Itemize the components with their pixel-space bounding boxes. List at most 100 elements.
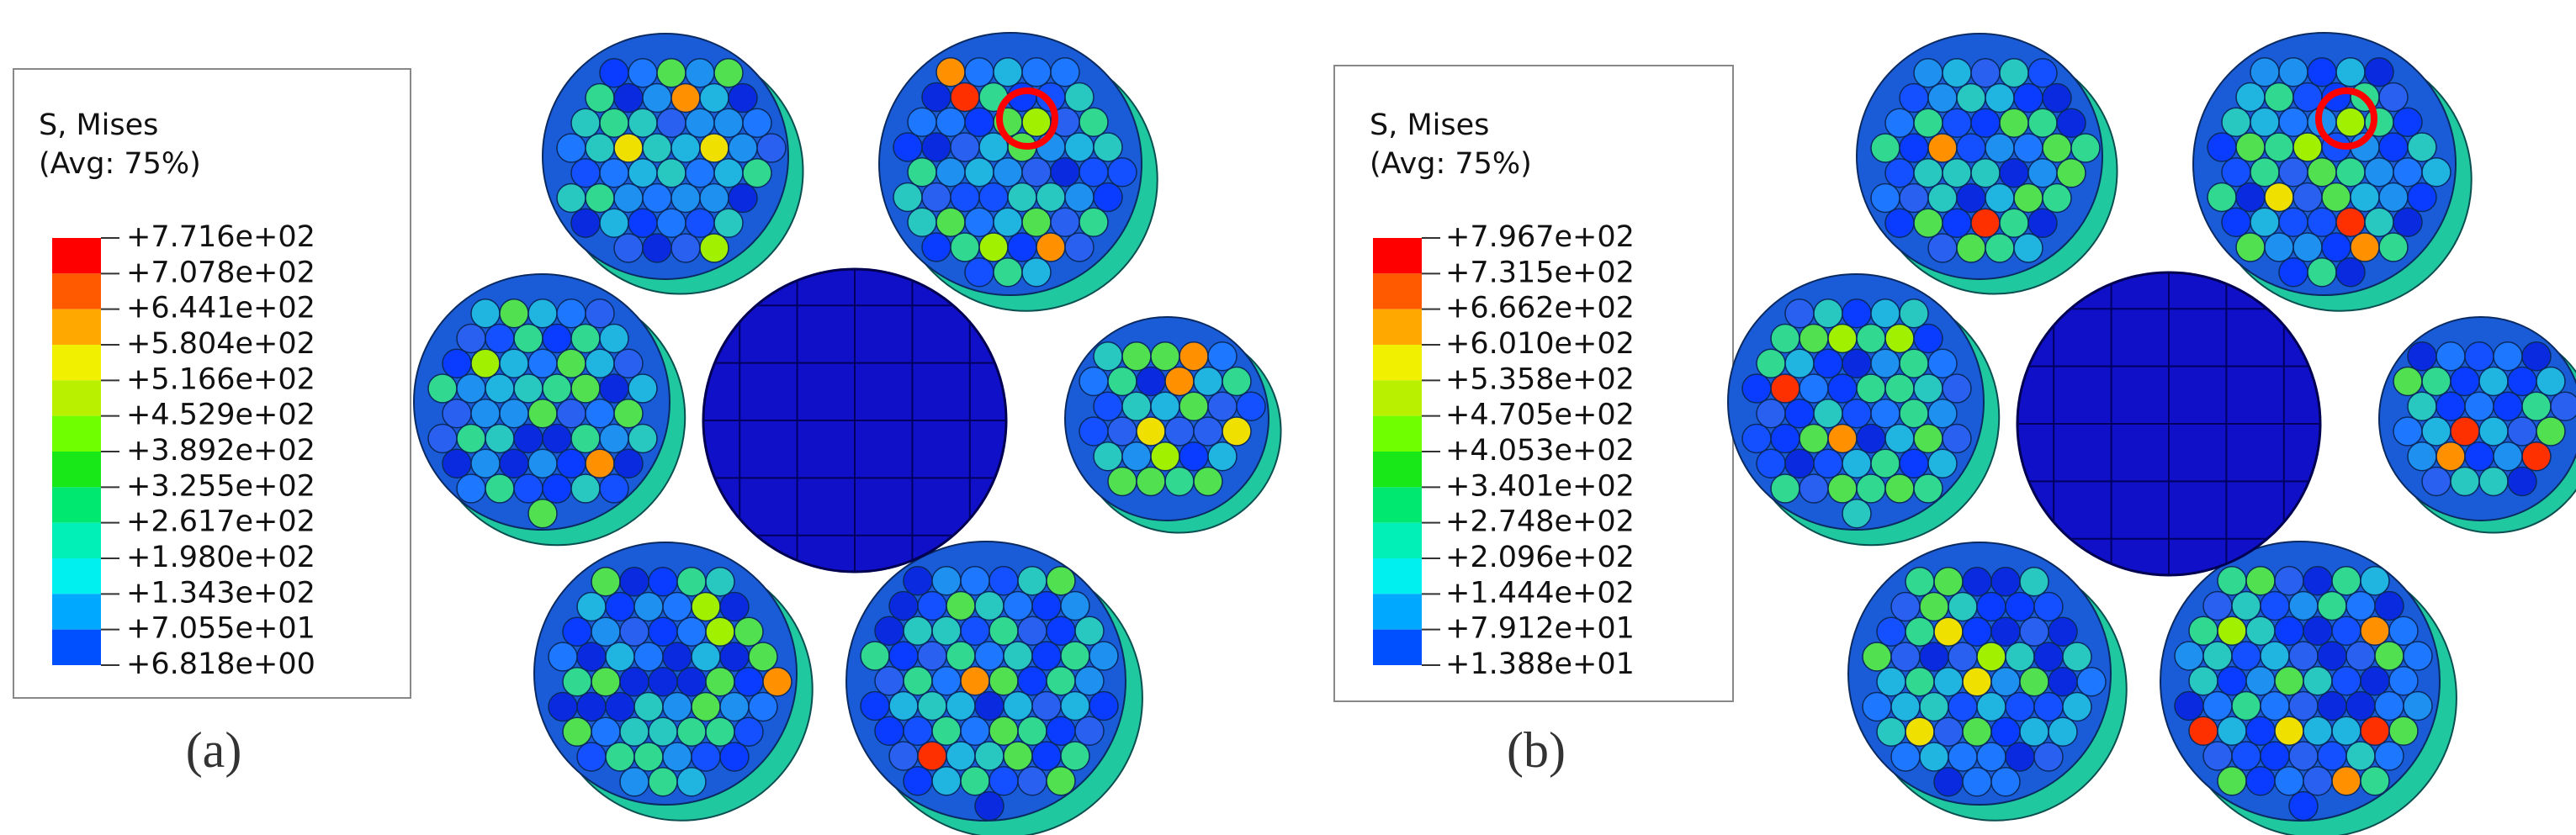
wire xyxy=(2335,57,2366,87)
wire xyxy=(2288,790,2319,822)
wire xyxy=(2364,57,2394,87)
wire xyxy=(1007,182,1037,213)
wire xyxy=(2027,58,2058,88)
wire xyxy=(1870,133,1900,163)
wire xyxy=(591,716,621,747)
wire xyxy=(1913,108,1943,138)
wire xyxy=(2407,441,2437,472)
wire xyxy=(2378,232,2409,262)
wire xyxy=(1927,133,1958,163)
wire xyxy=(1942,373,1972,404)
wire xyxy=(442,399,472,429)
wire xyxy=(1046,566,1076,596)
wire xyxy=(470,299,501,329)
wire xyxy=(2048,667,2078,697)
wire xyxy=(2260,741,2290,771)
wire xyxy=(1919,691,1949,722)
wire xyxy=(762,667,792,697)
wire xyxy=(685,158,715,188)
wire xyxy=(656,108,686,138)
wire xyxy=(893,132,923,162)
wire xyxy=(2033,642,2064,672)
wire xyxy=(1899,348,1929,378)
wire xyxy=(860,690,890,721)
wire xyxy=(2388,666,2419,696)
legend-level: +4.705e+02 xyxy=(1445,399,1635,432)
wire xyxy=(2005,591,2035,622)
wire xyxy=(1079,207,1109,237)
color-band xyxy=(1373,594,1422,630)
wire xyxy=(2217,716,2247,746)
color-band xyxy=(1373,452,1422,488)
wire xyxy=(662,642,692,672)
wire xyxy=(719,642,750,672)
wire xyxy=(613,82,644,114)
wire xyxy=(676,767,707,797)
wire xyxy=(2042,182,2072,214)
wire xyxy=(2550,391,2576,421)
wire xyxy=(605,742,635,772)
wire xyxy=(2217,666,2247,696)
wire xyxy=(2335,257,2366,288)
highlight-ring xyxy=(996,87,1058,150)
wire xyxy=(1985,233,2015,263)
wire xyxy=(570,373,601,404)
wire xyxy=(2056,158,2086,188)
wire xyxy=(562,667,592,697)
wire xyxy=(1121,391,1152,421)
wire xyxy=(1046,666,1076,696)
wire xyxy=(888,741,919,771)
wire xyxy=(570,423,601,454)
wire xyxy=(642,233,672,263)
wire xyxy=(1962,767,1992,797)
wire xyxy=(2407,182,2437,213)
wire xyxy=(599,208,629,238)
wire xyxy=(2033,691,2064,722)
wire xyxy=(2345,741,2376,771)
wire xyxy=(1884,473,1915,504)
wire xyxy=(2374,590,2404,621)
wire xyxy=(1179,391,1209,421)
legend-level: +4.053e+02 xyxy=(1445,434,1635,468)
wire xyxy=(1976,742,2006,772)
color-band xyxy=(52,380,101,416)
wire xyxy=(2202,690,2233,721)
wire xyxy=(1150,391,1180,421)
wire xyxy=(1913,473,1943,504)
wire xyxy=(1093,341,1123,372)
wire xyxy=(1079,157,1109,188)
highlight-ring xyxy=(2315,87,2377,150)
wire xyxy=(548,642,578,672)
wire xyxy=(2217,616,2247,646)
wire xyxy=(2188,616,2218,646)
wire xyxy=(585,299,615,329)
wire xyxy=(662,691,692,722)
wire xyxy=(1985,82,2015,114)
wire xyxy=(648,716,678,747)
wire xyxy=(570,158,601,188)
wire xyxy=(888,690,919,721)
wire xyxy=(2360,616,2390,646)
wire xyxy=(2292,132,2323,162)
wire xyxy=(1862,691,1892,722)
wire xyxy=(1050,207,1080,237)
wire xyxy=(2407,391,2437,421)
wire xyxy=(719,742,750,772)
wire xyxy=(2317,590,2347,621)
wire xyxy=(2019,716,2049,747)
wire xyxy=(1179,341,1209,372)
wire xyxy=(1856,323,1886,354)
wire xyxy=(427,373,458,404)
wire xyxy=(1956,182,1986,214)
wire xyxy=(1036,182,1066,213)
wire xyxy=(2076,667,2107,697)
wire xyxy=(556,399,586,429)
wire xyxy=(907,107,937,137)
wire xyxy=(2421,366,2451,397)
legend-level: +7.055e+01 xyxy=(126,612,315,646)
wire xyxy=(576,742,607,772)
wire xyxy=(734,667,764,697)
wire xyxy=(2335,157,2366,188)
wire xyxy=(936,57,966,87)
